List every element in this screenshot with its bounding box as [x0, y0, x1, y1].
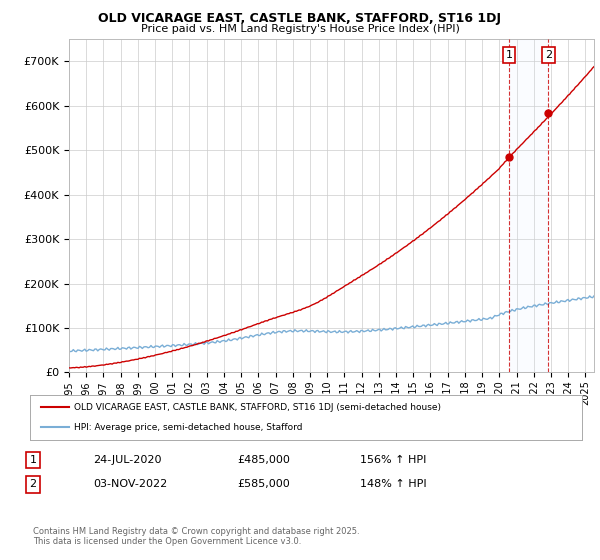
Bar: [509, 39, 548, 372]
Text: 03-NOV-2022: 03-NOV-2022: [93, 479, 167, 489]
Text: £585,000: £585,000: [237, 479, 290, 489]
Text: 24-JUL-2020: 24-JUL-2020: [93, 455, 161, 465]
Text: Price paid vs. HM Land Registry's House Price Index (HPI): Price paid vs. HM Land Registry's House …: [140, 24, 460, 34]
Text: HPI: Average price, semi-detached house, Stafford: HPI: Average price, semi-detached house,…: [74, 423, 302, 432]
Text: Contains HM Land Registry data © Crown copyright and database right 2025.
This d: Contains HM Land Registry data © Crown c…: [33, 526, 359, 546]
Text: £485,000: £485,000: [237, 455, 290, 465]
Text: 1: 1: [29, 455, 37, 465]
Text: 156% ↑ HPI: 156% ↑ HPI: [360, 455, 427, 465]
Text: OLD VICARAGE EAST, CASTLE BANK, STAFFORD, ST16 1DJ: OLD VICARAGE EAST, CASTLE BANK, STAFFORD…: [98, 12, 502, 25]
Text: OLD VICARAGE EAST, CASTLE BANK, STAFFORD, ST16 1DJ (semi-detached house): OLD VICARAGE EAST, CASTLE BANK, STAFFORD…: [74, 403, 441, 412]
Text: 2: 2: [545, 50, 552, 60]
Text: 148% ↑ HPI: 148% ↑ HPI: [360, 479, 427, 489]
Text: 1: 1: [505, 50, 512, 60]
Text: 2: 2: [29, 479, 37, 489]
